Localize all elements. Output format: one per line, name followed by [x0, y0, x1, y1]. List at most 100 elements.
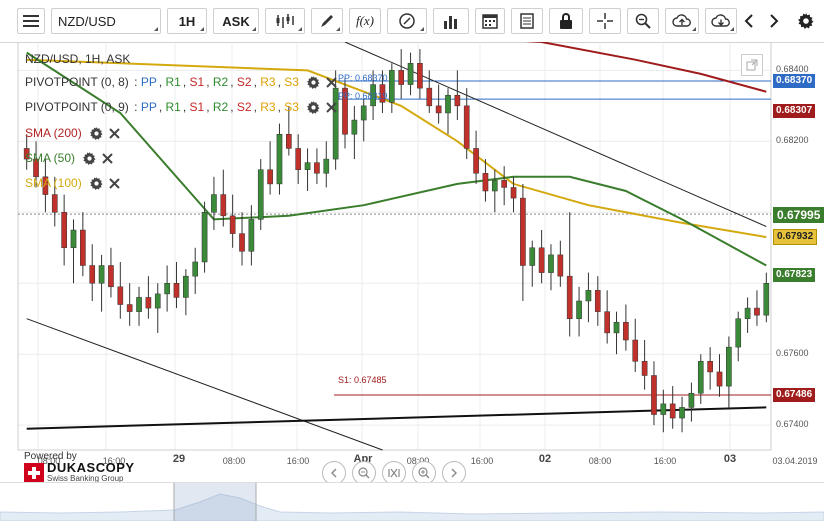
calendar-button[interactable] — [475, 8, 505, 34]
gear-icon[interactable] — [89, 177, 103, 191]
close-icon[interactable] — [108, 178, 120, 190]
magnifier-icon — [635, 13, 651, 29]
brand-tagline: Swiss Banking Group — [47, 474, 124, 483]
undo-button[interactable] — [737, 8, 761, 34]
symbol-label: NZD/USD — [58, 13, 116, 29]
candle-bullish — [257, 169, 264, 220]
pivot-part-s2: S2 — [236, 75, 252, 89]
candle-bearish — [145, 297, 152, 309]
pivot-legend-0-8: PIVOTPOINT (0, 8) : PP, R1, S1, R2, S2, … — [25, 75, 337, 90]
gear-icon[interactable] — [83, 152, 96, 166]
chart-type-button[interactable] — [265, 8, 305, 34]
drawing-tools-button[interactable] — [311, 8, 343, 34]
crosshair-button[interactable] — [589, 8, 621, 34]
candle-bearish — [557, 254, 564, 277]
fit-icon — [388, 468, 400, 478]
pivot-part-s3: S3 — [284, 75, 299, 89]
close-icon[interactable] — [326, 77, 337, 89]
time-tick-label: 03 — [723, 453, 737, 465]
menu-button[interactable] — [17, 8, 45, 34]
price-badge: 0.68307 — [773, 104, 816, 119]
navigator-series — [0, 493, 824, 521]
data-table-button[interactable] — [511, 8, 543, 34]
candle-bullish — [164, 283, 170, 295]
redo-button[interactable] — [762, 8, 786, 34]
candle-bearish — [295, 148, 302, 170]
zoom-out-icon — [358, 467, 370, 479]
price-badge: 0.67932 — [773, 229, 818, 246]
pivot-part-pp: PP — [140, 100, 157, 114]
time-tick-label: 02 — [538, 453, 552, 465]
pivot-part-s1: S1 — [189, 100, 205, 114]
candle-bullish — [98, 265, 105, 284]
indicators-button[interactable]: f(x) — [349, 8, 381, 34]
candle-bullish — [388, 70, 395, 103]
navigator-overview[interactable] — [0, 482, 824, 521]
price-chart[interactable] — [0, 42, 824, 482]
time-tick-label: 29 — [172, 453, 186, 465]
candle-bullish — [183, 275, 189, 298]
crosshair-icon — [597, 13, 613, 29]
timeframe-selector[interactable]: 1H — [167, 8, 207, 34]
candle-bearish — [108, 265, 114, 288]
candle-bearish — [342, 87, 348, 135]
close-icon[interactable] — [102, 153, 113, 165]
volume-button[interactable] — [433, 8, 469, 34]
candle-bearish — [42, 176, 49, 195]
candle-bearish — [220, 194, 227, 217]
gear-icon[interactable] — [306, 101, 320, 115]
brand-logo: Powered by DUKASCOPY Swiss Banking Group — [24, 451, 135, 483]
candle-bearish — [61, 212, 67, 249]
info-icon — [399, 13, 415, 29]
price-tick-label: 0.67600 — [776, 348, 809, 359]
maximize-button[interactable] — [741, 54, 763, 76]
gear-icon[interactable] — [306, 76, 320, 90]
candle-bearish — [286, 133, 292, 149]
candle-bearish — [229, 215, 236, 234]
time-tick-label: 08:00 — [588, 456, 612, 466]
chevron-left-icon — [331, 468, 337, 478]
candle-bullish — [491, 180, 498, 192]
lock-button[interactable] — [549, 8, 583, 34]
symbol-selector[interactable]: NZD/USD — [51, 8, 161, 34]
upload-button[interactable] — [665, 8, 699, 34]
close-icon[interactable] — [108, 128, 120, 140]
candle-bearish — [417, 63, 423, 89]
pivot-legend-0-9: PIVOTPOINT (0, 9) : PP, R1, S1, R2, S2, … — [25, 100, 337, 115]
gear-icon[interactable] — [89, 127, 103, 141]
candle-bullish — [192, 261, 199, 277]
chevron-right-icon — [770, 14, 779, 28]
time-tick-label: 16:00 — [470, 456, 494, 466]
candle-bullish — [332, 87, 339, 160]
price-side-selector[interactable]: ASK — [213, 8, 259, 34]
trendline-support — [26, 406, 767, 430]
trendline-lower — [26, 318, 383, 451]
pivot-part-r1: R1 — [165, 100, 181, 114]
candle-bullish — [585, 290, 592, 302]
pivot-part-pp: PP — [140, 75, 157, 89]
document-icon — [520, 13, 534, 29]
timeframe-label: 1H — [178, 13, 196, 29]
scroll-right-button[interactable] — [442, 461, 466, 485]
chart-area[interactable]: NZD/USD, 1H, ASK PIVOTPOINT (0, 8) : PP,… — [0, 42, 824, 485]
candlestick-icon — [276, 14, 294, 28]
close-icon[interactable] — [326, 102, 337, 114]
price-badge: 0.67486 — [773, 387, 816, 402]
zoom-button[interactable] — [627, 8, 659, 34]
zoom-in-button[interactable] — [412, 461, 436, 485]
powered-by-label: Powered by — [24, 451, 77, 462]
scroll-left-button[interactable] — [322, 461, 346, 485]
pivot-pp-tag-2: PP: 0.68319 — [338, 91, 388, 101]
expand-icon — [746, 59, 758, 71]
settings-button[interactable] — [792, 8, 820, 34]
sma200-line — [525, 42, 767, 93]
candle-bearish — [80, 229, 86, 266]
candle-bearish — [623, 322, 629, 341]
info-button[interactable] — [387, 8, 427, 34]
candle-bearish — [604, 311, 610, 334]
download-button[interactable] — [705, 8, 737, 34]
navigator-window[interactable] — [174, 483, 256, 521]
candle-bearish — [669, 403, 676, 419]
sma100-legend: SMA (100) — [25, 176, 120, 191]
indicator-name: PIVOTPOINT (0, 9) — [25, 100, 129, 114]
